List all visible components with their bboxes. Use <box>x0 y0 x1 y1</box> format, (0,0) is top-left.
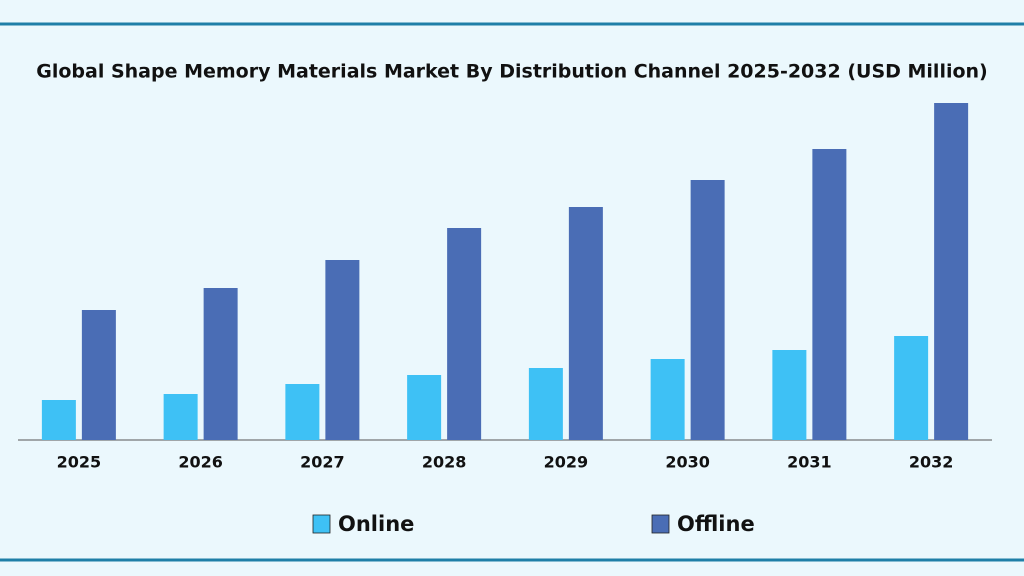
legend-label: Online <box>338 512 414 536</box>
bar <box>568 207 603 440</box>
bar <box>407 375 442 440</box>
x-tick-label: 2032 <box>909 453 954 472</box>
bar <box>163 394 198 440</box>
bar <box>772 350 807 440</box>
chart-title: Global Shape Memory Materials Market By … <box>36 61 987 83</box>
bar <box>41 400 76 440</box>
bar <box>934 103 969 440</box>
bar <box>285 384 320 440</box>
bar <box>528 368 563 440</box>
bar <box>203 288 238 440</box>
bar <box>650 359 685 440</box>
x-tick-label: 2031 <box>787 453 832 472</box>
x-tick-label: 2026 <box>178 453 223 472</box>
bar <box>447 228 482 440</box>
bar <box>81 310 116 440</box>
bar <box>325 260 360 440</box>
x-tick-label: 2027 <box>300 453 345 472</box>
x-tick-label: 2030 <box>665 453 710 472</box>
bar <box>812 149 847 440</box>
x-tick-label: 2025 <box>57 453 102 472</box>
legend-label: Offline <box>677 512 755 536</box>
legend-swatch <box>651 514 670 534</box>
x-tick-label: 2029 <box>544 453 589 472</box>
bar <box>894 336 929 440</box>
x-tick-label: 2028 <box>422 453 467 472</box>
legend-swatch <box>312 514 331 534</box>
bar <box>690 180 725 440</box>
